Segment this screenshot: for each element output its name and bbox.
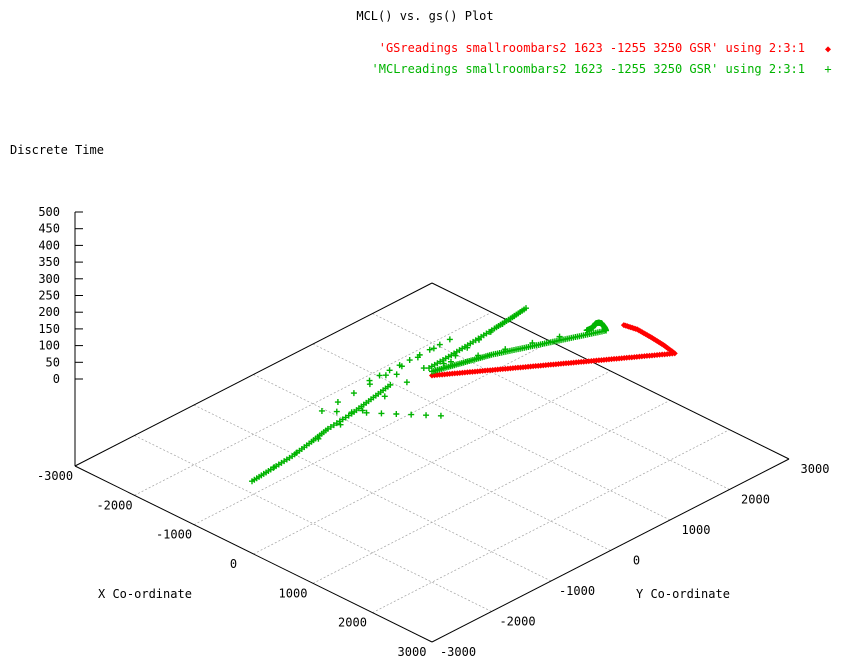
data-point: [583, 327, 590, 334]
data-point: [382, 372, 389, 379]
ground-frame-edge: [74, 465, 433, 643]
data-point: [334, 399, 341, 406]
data-point: [446, 336, 453, 343]
legend-entry-mcl: 'MCLreadings smallroombars2 1623 -1255 3…: [372, 62, 805, 76]
legend: 'GSreadings smallroombars2 1623 -1255 32…: [372, 41, 832, 76]
data-point: [386, 367, 393, 374]
data-point: [437, 412, 444, 419]
data-point: [487, 328, 494, 335]
data-point: [348, 409, 355, 416]
data-point: [502, 346, 509, 353]
y-tick-label: 0: [633, 554, 640, 568]
data-point: [403, 379, 410, 386]
data-point: [393, 410, 400, 417]
data-point: [475, 352, 482, 359]
z-tick-label: 250: [38, 289, 60, 303]
data-point: [333, 408, 340, 415]
data-point: [393, 371, 400, 378]
z-tick-label: 150: [38, 322, 60, 336]
data-point: [271, 464, 278, 471]
z-tick-label: 50: [46, 355, 60, 369]
legend-marker-mcl: +: [824, 62, 831, 76]
x-tick-label: -2000: [96, 498, 132, 512]
y-tick-label: 2000: [741, 493, 770, 507]
data-point: [408, 411, 415, 418]
z-tick-label: 500: [38, 205, 60, 219]
axes: [74, 211, 790, 643]
data-point: [359, 407, 366, 414]
data-point: [315, 435, 322, 442]
data-point: [414, 354, 421, 361]
data-point: [511, 313, 518, 320]
data-point: [293, 449, 300, 456]
legend-entry-gs: 'GSreadings smallroombars2 1623 -1255 32…: [379, 41, 805, 55]
data-point: [476, 336, 483, 343]
data-point: [529, 339, 536, 346]
data-point: [350, 390, 357, 397]
data-point: [447, 358, 454, 365]
x-tick-label: 2000: [338, 616, 367, 630]
ground-frame-edge: [431, 458, 790, 643]
chart-title: MCL() vs. gs() Plot: [356, 9, 493, 23]
x-axis-label: X Co-ordinate: [98, 587, 192, 601]
data-point: [398, 363, 405, 370]
z-tick-label: 400: [38, 238, 60, 252]
data-point: [406, 357, 413, 364]
x-tick-label: 3000: [398, 645, 427, 656]
data-point: [318, 407, 325, 414]
z-tick-label: 200: [38, 305, 60, 319]
data-point: [378, 410, 385, 417]
y-tick-label: -3000: [440, 645, 476, 656]
z-tick-label: 350: [38, 255, 60, 269]
data-point: [366, 381, 373, 388]
grid-line-x: [312, 400, 671, 584]
data-point: [430, 345, 437, 352]
series-0: [429, 322, 678, 379]
grid-line-x: [134, 312, 492, 496]
legend-marker-gs: ◆: [825, 44, 831, 55]
x-tick-label: 0: [230, 557, 237, 571]
y-tick-label: 3000: [801, 462, 830, 476]
x-tick-label: -1000: [156, 528, 192, 542]
z-tick-label: 300: [38, 272, 60, 286]
data-point: [499, 320, 506, 327]
x-tick-label: 1000: [279, 586, 308, 600]
data-point: [337, 421, 344, 428]
grid-line-x: [372, 429, 730, 613]
data-point: [436, 341, 443, 348]
data-point: [376, 372, 383, 379]
data-point: [363, 409, 370, 416]
y-tick-label: -1000: [559, 584, 595, 598]
data-point: [420, 365, 427, 372]
data-point: [423, 412, 430, 419]
z-tick-label: 450: [38, 222, 60, 236]
z-tick-label: 0: [53, 372, 60, 386]
data-point: [556, 333, 563, 340]
ground-frame-edge: [74, 282, 433, 467]
data-point: [249, 478, 256, 485]
data-point: [620, 322, 627, 329]
data-point: [464, 344, 471, 351]
ground-frame-edge: [431, 282, 790, 460]
series-1: [249, 305, 610, 485]
grid-line-x: [253, 370, 611, 555]
z-axis-label: Discrete Time: [10, 143, 104, 157]
data-point: [381, 393, 388, 400]
y-axis-label: Y Co-ordinate: [636, 587, 730, 601]
data-point: [523, 305, 530, 312]
y-tick-label: 1000: [682, 523, 711, 537]
x-tick-label: -3000: [37, 469, 73, 483]
data-point: [452, 352, 459, 359]
z-tick-label: 100: [38, 339, 60, 353]
y-tick-label: -2000: [499, 615, 535, 629]
data-series: [249, 305, 678, 485]
grid-line-y: [134, 435, 492, 612]
tick-labels: 0 50 100 150 200 250 300 350 400 450 500 -3000 -2000…: [37, 205, 830, 656]
data-point: [426, 346, 433, 353]
